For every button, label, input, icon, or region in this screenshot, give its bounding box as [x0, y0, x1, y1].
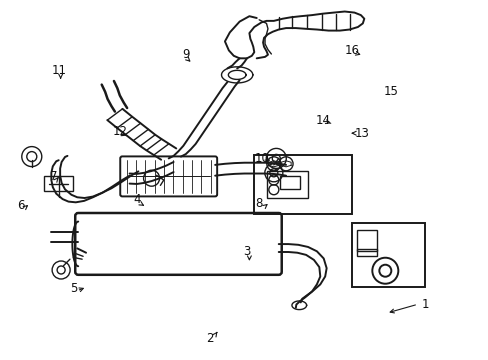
- Text: 16: 16: [344, 44, 359, 57]
- Text: 13: 13: [354, 127, 368, 140]
- Text: 9: 9: [182, 48, 189, 60]
- Text: 10: 10: [254, 152, 268, 165]
- Text: 8: 8: [255, 197, 263, 210]
- Bar: [254, 155, 351, 214]
- Bar: [356, 230, 376, 251]
- Text: 1: 1: [421, 298, 428, 311]
- Text: 12: 12: [112, 125, 127, 138]
- Text: 3: 3: [243, 246, 250, 258]
- Bar: [356, 249, 376, 256]
- Text: 7: 7: [50, 170, 58, 183]
- Text: 11: 11: [51, 64, 66, 77]
- Text: 5: 5: [69, 282, 77, 294]
- Text: 2: 2: [206, 332, 214, 345]
- Text: 14: 14: [315, 114, 329, 127]
- Text: 6: 6: [17, 199, 24, 212]
- Bar: [44, 176, 73, 191]
- Bar: [266, 171, 307, 198]
- Text: 4: 4: [133, 193, 141, 206]
- Bar: [280, 176, 299, 189]
- Bar: [351, 223, 425, 287]
- Text: 15: 15: [383, 85, 398, 98]
